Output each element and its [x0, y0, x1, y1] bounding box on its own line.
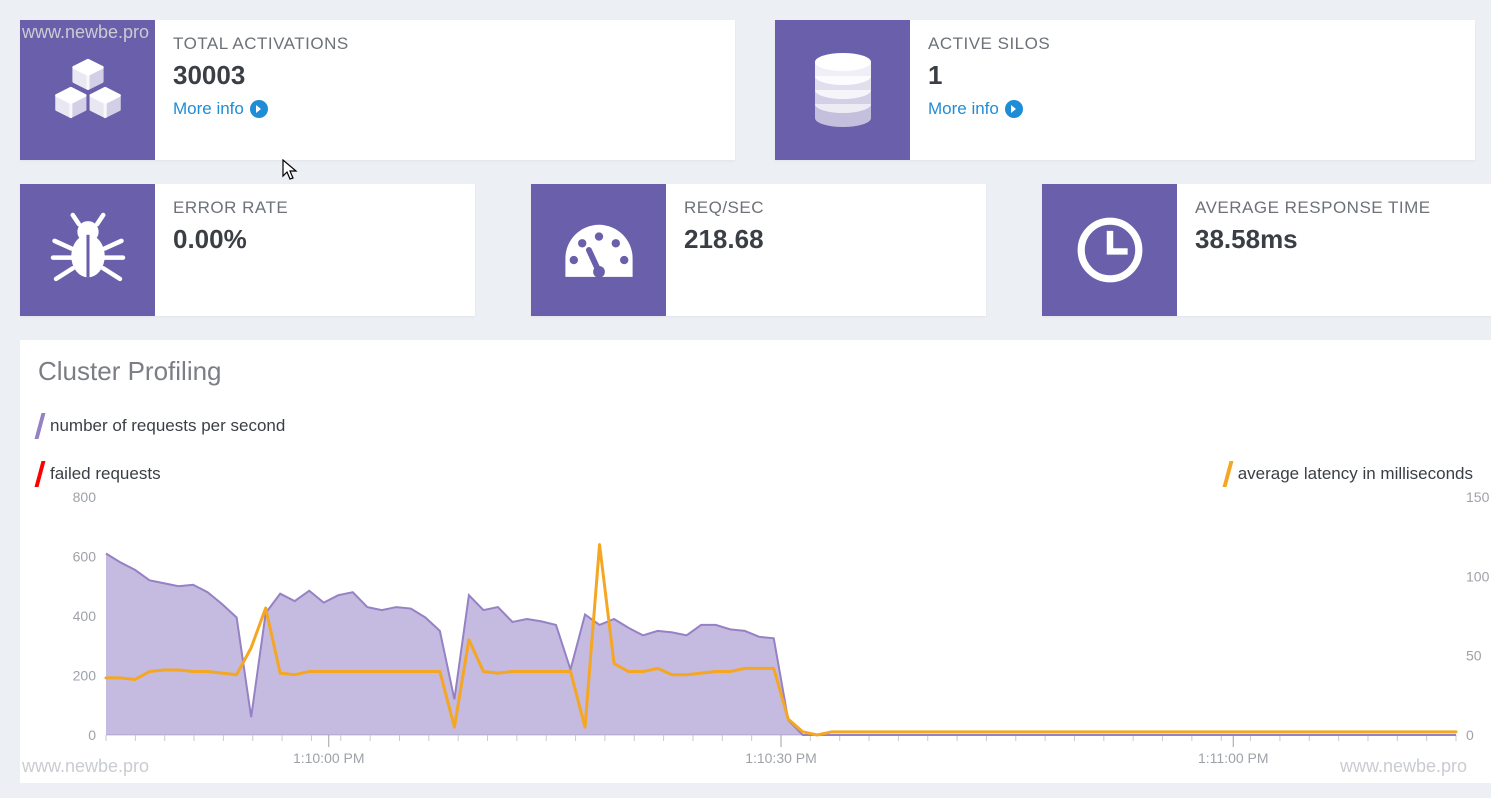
- cluster-profiling-panel: Cluster Profiling number of requests per…: [20, 340, 1491, 783]
- svg-text:1:10:30 PM: 1:10:30 PM: [745, 750, 817, 766]
- panel-title: Cluster Profiling: [20, 340, 1491, 395]
- card-title: ERROR RATE: [173, 198, 457, 218]
- svg-text:1:11:00 PM: 1:11:00 PM: [1198, 750, 1269, 766]
- card-title: REQ/SEC: [684, 198, 968, 218]
- legend-failed: failed requests: [38, 461, 161, 487]
- more-info-link[interactable]: More info: [173, 99, 268, 119]
- more-info-label: More info: [173, 99, 244, 119]
- card-avg-response-time: AVERAGE RESPONSE TIME 38.58ms: [1042, 184, 1491, 316]
- boxes-icon: [20, 20, 155, 160]
- arrow-right-icon: [1005, 100, 1023, 118]
- card-title: ACTIVE SILOS: [928, 34, 1457, 54]
- svg-text:100: 100: [1466, 568, 1490, 584]
- svg-text:0: 0: [1466, 727, 1474, 743]
- card-value: 1: [928, 60, 1457, 91]
- card-value: 218.68: [684, 224, 968, 255]
- clock-icon: [1042, 184, 1177, 316]
- card-error-rate: ERROR RATE 0.00%: [20, 184, 475, 316]
- legend-latency: average latency in milliseconds: [1226, 461, 1473, 487]
- card-value: 38.58ms: [1195, 224, 1479, 255]
- gauge-icon: [531, 184, 666, 316]
- card-total-activations: TOTAL ACTIVATIONS 30003 More info: [20, 20, 735, 160]
- legend-swatch-icon: [35, 413, 46, 439]
- legend-swatch-icon: [35, 461, 46, 487]
- svg-text:600: 600: [73, 549, 97, 565]
- cluster-profiling-chart: 0 200 400 600 800 0 50 100 150 1:10:00 PM 1:10:30 …: [20, 487, 1491, 777]
- card-title: AVERAGE RESPONSE TIME: [1195, 198, 1479, 218]
- card-active-silos: ACTIVE SILOS 1 More info: [775, 20, 1475, 160]
- card-title: TOTAL ACTIVATIONS: [173, 34, 717, 54]
- bug-icon: [20, 184, 155, 316]
- database-icon: [775, 20, 910, 160]
- legend-label: number of requests per second: [50, 416, 285, 436]
- card-req-sec: REQ/SEC 218.68: [531, 184, 986, 316]
- svg-text:1:10:00 PM: 1:10:00 PM: [293, 750, 365, 766]
- svg-text:150: 150: [1466, 489, 1490, 505]
- svg-text:400: 400: [73, 608, 97, 624]
- legend-label: failed requests: [50, 464, 161, 484]
- svg-text:50: 50: [1466, 648, 1482, 664]
- legend-label: average latency in milliseconds: [1238, 464, 1473, 484]
- more-info-label: More info: [928, 99, 999, 119]
- svg-text:0: 0: [88, 727, 96, 743]
- legend-requests: number of requests per second: [38, 413, 285, 439]
- more-info-link[interactable]: More info: [928, 99, 1023, 119]
- card-value: 30003: [173, 60, 717, 91]
- legend-swatch-icon: [1222, 461, 1233, 487]
- svg-text:200: 200: [73, 668, 97, 684]
- card-value: 0.00%: [173, 224, 457, 255]
- arrow-right-icon: [250, 100, 268, 118]
- svg-text:800: 800: [73, 489, 97, 505]
